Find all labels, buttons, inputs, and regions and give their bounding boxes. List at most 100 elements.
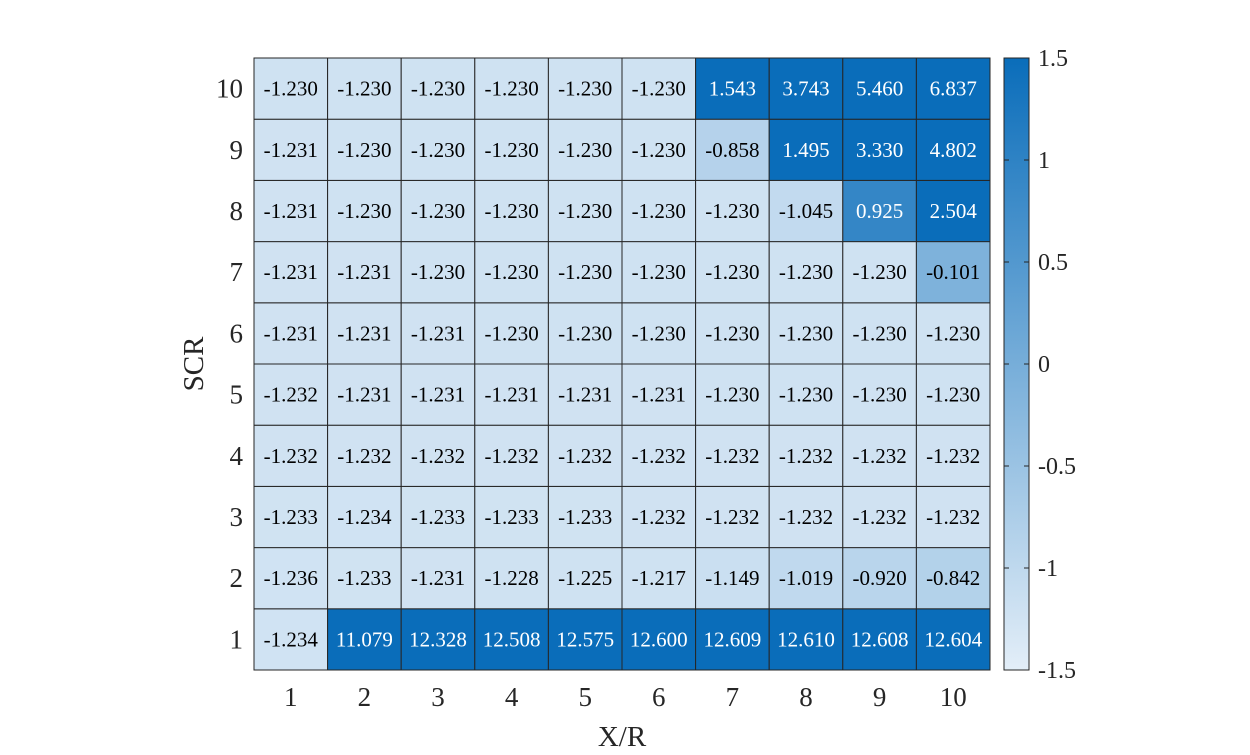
y-tick-label: 4 — [230, 441, 244, 471]
heatmap-cell — [474, 608, 549, 671]
cell-value-label: -1.230 — [484, 77, 538, 101]
colorbar-tick-label: -1 — [1038, 556, 1058, 582]
heatmap-cell — [400, 179, 476, 243]
cell-value-label: 11.079 — [336, 627, 393, 651]
cell-value-label: -1.231 — [337, 321, 391, 345]
cell-value-label: 12.600 — [630, 627, 688, 651]
heatmap-cell — [695, 57, 770, 120]
x-tick-label: 1 — [284, 682, 298, 712]
heatmap-cell — [768, 547, 844, 610]
heatmap-cell — [695, 485, 770, 549]
cell-value-label: -1.232 — [632, 444, 686, 468]
cell-value-label: 12.610 — [777, 627, 835, 651]
heatmap-cell — [915, 302, 991, 365]
y-axis-label: SCR — [178, 336, 210, 391]
heatmap-cell — [695, 547, 770, 610]
heatmap-cell — [621, 547, 697, 610]
cell-value-label: 1.543 — [709, 77, 756, 101]
heatmap-cell — [842, 485, 917, 549]
cell-value-label: -1.231 — [558, 383, 612, 407]
cell-value-label: -1.230 — [926, 383, 980, 407]
cell-value-label: -0.842 — [926, 566, 980, 590]
colorbar-tick-label: 1.5 — [1038, 46, 1068, 72]
cell-value-label: -1.233 — [264, 505, 318, 529]
cell-value-label: -1.231 — [484, 383, 538, 407]
heatmap-cell — [842, 302, 917, 365]
cell-value-label: -1.230 — [852, 383, 906, 407]
heatmap-cell — [695, 179, 770, 243]
cell-value-label: -1.232 — [632, 505, 686, 529]
heatmap-cell — [915, 118, 991, 181]
cell-value-label: -1.230 — [558, 138, 612, 162]
heatmap-cell — [621, 57, 697, 120]
colorbar-tick-label: 0 — [1038, 352, 1050, 378]
cell-value-label: -0.920 — [852, 566, 906, 590]
cell-value-label: -1.230 — [337, 138, 391, 162]
cell-value-label: -1.230 — [558, 77, 612, 101]
cell-value-label: 12.609 — [704, 627, 762, 651]
cell-value-label: -1.232 — [411, 444, 465, 468]
y-tick-label: 5 — [230, 380, 244, 410]
heatmap-cell — [547, 424, 623, 487]
heatmap-cell — [842, 363, 917, 426]
heatmap-cell — [695, 118, 770, 181]
heatmap-cell — [621, 363, 697, 426]
heatmap-cell — [768, 363, 844, 426]
x-axis-label: X/R — [598, 721, 647, 753]
cell-value-label: -1.232 — [337, 444, 391, 468]
cell-value-label: -1.230 — [705, 199, 759, 223]
x-tick-label: 4 — [505, 682, 519, 712]
heatmap-cell — [547, 485, 623, 549]
heatmap-cell — [400, 485, 476, 549]
cell-value-label: -1.232 — [852, 444, 906, 468]
cell-value-label: -1.234 — [264, 627, 319, 651]
heatmap-cell — [915, 241, 991, 304]
heatmap-cell — [474, 179, 549, 243]
heatmap-cell — [400, 118, 476, 181]
cell-value-label: -1.230 — [337, 199, 391, 223]
cell-value-label: -1.230 — [632, 138, 686, 162]
x-tick-label: 10 — [940, 682, 967, 712]
cell-value-label: -1.230 — [558, 260, 612, 284]
cell-value-label: -1.230 — [705, 260, 759, 284]
heatmap-cell — [621, 424, 697, 487]
heatmap-cell — [768, 608, 844, 671]
colorbar-tick-label: 0.5 — [1038, 250, 1068, 276]
heatmap-cell — [842, 608, 917, 671]
cell-value-label: -1.236 — [264, 566, 318, 590]
heatmap-cell — [842, 57, 917, 120]
cell-value-label: -1.149 — [705, 566, 759, 590]
cell-value-label: -1.230 — [705, 321, 759, 345]
cell-value-label: -1.230 — [632, 77, 686, 101]
y-tick-label: 2 — [230, 563, 244, 593]
cell-value-label: -1.230 — [632, 321, 686, 345]
heatmap-cell — [400, 57, 476, 120]
heatmap-cell — [768, 241, 844, 304]
cell-value-label: -1.230 — [779, 260, 833, 284]
cell-value-label: -1.019 — [779, 566, 833, 590]
y-axis-ticks: 1 2 3 4 5 6 7 8 9 10 — [216, 74, 244, 655]
cell-value-label: -1.225 — [558, 566, 612, 590]
heatmap-cell — [915, 424, 991, 487]
heatmap-cells: -1.234 11.079 12.328 12.508 12.575 12.600 12.6… — [253, 57, 991, 671]
heatmap-cell — [253, 485, 329, 549]
cell-value-label: -1.232 — [926, 444, 980, 468]
cell-value-label: -1.232 — [779, 505, 833, 529]
cell-value-label: 3.743 — [782, 77, 829, 101]
heatmap-cell — [327, 241, 402, 304]
heatmap-cell — [842, 118, 917, 181]
heatmap-cell — [621, 608, 697, 671]
heatmap-cell — [621, 241, 697, 304]
cell-value-label: -1.230 — [484, 199, 538, 223]
y-tick-label: 7 — [230, 257, 244, 287]
heatmap-cell — [474, 241, 549, 304]
heatmap-cell — [768, 485, 844, 549]
cell-value-label: -1.045 — [779, 199, 833, 223]
heatmap-cell — [842, 179, 917, 243]
x-tick-label: 3 — [431, 682, 445, 712]
x-tick-label: 5 — [578, 682, 592, 712]
x-tick-label: 2 — [358, 682, 372, 712]
heatmap-cell — [547, 179, 623, 243]
heatmap-cell — [547, 118, 623, 181]
